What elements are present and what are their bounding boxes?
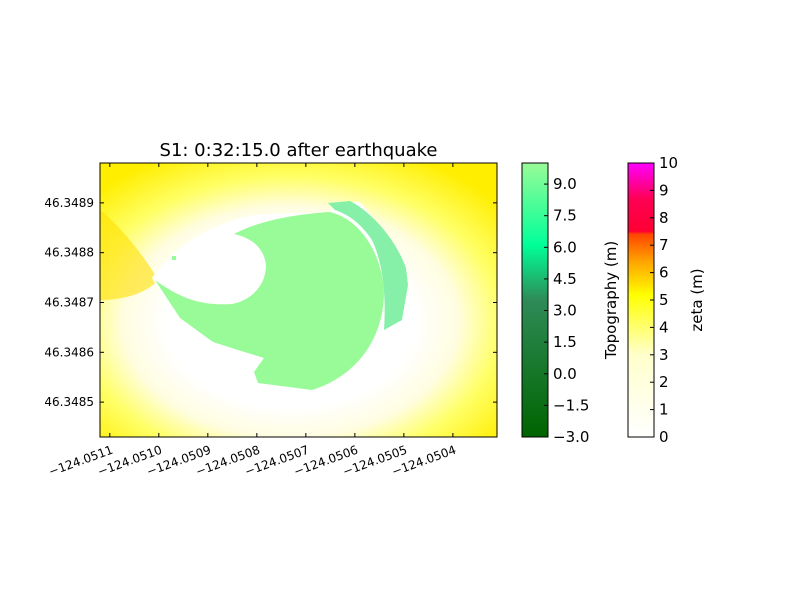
colorbar-tick-label: 4 xyxy=(659,318,669,336)
y-tick-label: 46.3489 xyxy=(44,196,94,210)
colorbar-tick-label: 4.5 xyxy=(553,270,577,288)
topography-ridge xyxy=(328,201,408,330)
y-tick-label: 46.3488 xyxy=(44,246,94,260)
colorbar-tick-label: 8 xyxy=(659,209,669,227)
colorbar-tick-label: 7.5 xyxy=(553,207,577,225)
colorbar-tick-label: −1.5 xyxy=(553,396,589,414)
chart-title: S1: 0:32:15.0 after earthquake xyxy=(160,140,438,161)
left-water-tongue xyxy=(100,210,158,300)
colorbar-tick-label: 5 xyxy=(659,291,669,309)
map-plot xyxy=(100,163,497,437)
colorbar-tick-label: 1.5 xyxy=(553,333,577,351)
zeta-colorbar xyxy=(627,162,655,438)
colorbar-tick-label: 10 xyxy=(659,154,678,172)
colorbar-tick-label: 9.0 xyxy=(553,175,577,193)
colorbar-tick-label: 9 xyxy=(659,181,669,199)
topography-colorbar xyxy=(521,162,549,438)
colorbar-tick-label: 3 xyxy=(659,346,669,364)
topography-colorbar-ticks: −3.0 −1.5 0.0 1.5 3.0 4.5 6.0 7.5 9.0 xyxy=(544,175,589,446)
zeta-colorbar-label: zeta (m) xyxy=(688,268,706,331)
topography-colorbar-label: Topography (m) xyxy=(602,241,620,360)
colorbar-tick-label: 6 xyxy=(659,264,669,282)
colorbar-tick-label: 6.0 xyxy=(553,238,577,256)
y-axis: 46.3485 46.3486 46.3487 46.3488 46.3489 xyxy=(44,196,497,409)
y-tick-label: 46.3485 xyxy=(44,395,94,409)
colorbar-tick-label: −3.0 xyxy=(553,428,589,446)
colorbar-tick-label: 1 xyxy=(659,401,669,419)
colorbar-tick-label: 0 xyxy=(659,428,669,446)
colorbar-tick-label: 7 xyxy=(659,236,669,254)
zeta-colorbar-ticks: 0 1 2 3 4 5 6 7 8 9 10 xyxy=(650,154,678,446)
colorbar-tick-label: 3.0 xyxy=(553,302,577,320)
plot-frame xyxy=(99,162,498,438)
topography-main xyxy=(155,212,384,390)
colorbar-tick-label: 2 xyxy=(659,373,669,391)
topography-speck xyxy=(172,256,176,260)
y-tick-label: 46.3486 xyxy=(44,345,94,359)
colorbar-tick-label: 0.0 xyxy=(553,365,577,383)
y-tick-label: 46.3487 xyxy=(44,295,94,309)
